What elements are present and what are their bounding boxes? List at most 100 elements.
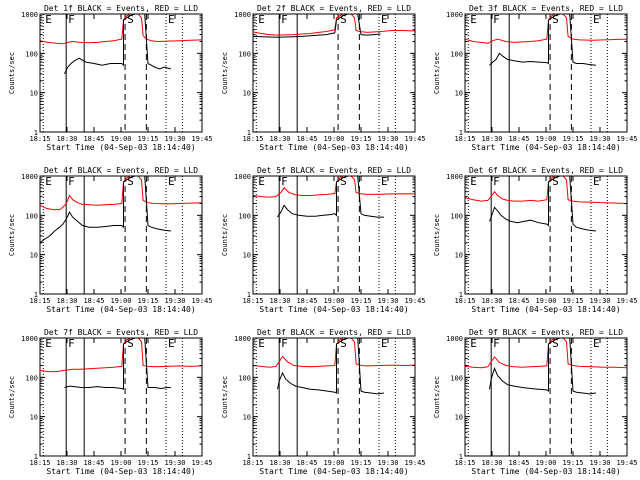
x-tick-label: 19:15 [137, 459, 158, 467]
series-lld-line [40, 14, 202, 45]
y-tick-label: 1000 [446, 173, 463, 181]
y-tick-label: 1 [459, 291, 463, 299]
x-tick-label: 18:30 [269, 297, 290, 305]
plot-frame [464, 13, 628, 133]
y-axis-label: Counts/sec [433, 214, 441, 256]
event-marker-label: E [168, 13, 175, 26]
x-tick-label: 19:45 [191, 459, 212, 467]
x-tick-label: 19:30 [589, 135, 610, 143]
y-axis-label: Counts/sec [221, 52, 229, 94]
x-tick-label: 18:15 [242, 135, 263, 143]
event-marker-label: E [470, 337, 477, 350]
x-axis-label: Start Time (04-Sep-03 18:14:40) [259, 467, 408, 476]
series-events-line [489, 338, 596, 395]
plot-frame [464, 337, 628, 457]
event-marker-label: E [45, 13, 52, 26]
x-tick-label: 19:45 [616, 297, 637, 305]
y-tick-label: 1 [247, 453, 251, 461]
x-tick-label: 18:15 [454, 459, 475, 467]
y-tick-label: 1000 [21, 173, 38, 181]
event-marker-label: E [593, 337, 600, 350]
x-tick-label: 18:15 [29, 135, 50, 143]
series-lld-line [253, 176, 415, 198]
series-lld-line [253, 338, 415, 368]
event-marker-label: S [552, 13, 559, 26]
x-tick-label: 18:30 [481, 459, 502, 467]
series-events-line [489, 14, 596, 66]
x-tick-label: 19:30 [164, 459, 185, 467]
panel-title: Det 8f BLACK = Events, RED = LLD [257, 328, 411, 337]
x-tick-label: 19:45 [404, 297, 425, 305]
y-tick-label: 1 [459, 129, 463, 137]
x-tick-label: 18:30 [56, 135, 77, 143]
y-axis-label: Counts/sec [433, 376, 441, 418]
y-tick-label: 1000 [234, 335, 251, 343]
x-tick-label: 19:15 [350, 135, 371, 143]
x-tick-label: 18:30 [56, 459, 77, 467]
x-tick-label: 19:00 [535, 459, 556, 467]
y-tick-label: 1 [34, 291, 38, 299]
y-axis-label: Counts/sec [221, 214, 229, 256]
x-tick-label: 19:15 [137, 135, 158, 143]
series-lld-line [465, 176, 627, 204]
x-tick-label: 18:15 [242, 459, 263, 467]
x-tick-label: 19:45 [404, 459, 425, 467]
event-marker-label: F [493, 337, 500, 350]
y-tick-label: 100 [450, 374, 463, 382]
x-tick-label: 19:15 [562, 297, 583, 305]
x-tick-label: 18:30 [269, 135, 290, 143]
y-tick-label: 10 [243, 252, 251, 260]
y-tick-label: 100 [450, 212, 463, 220]
series-events-line [277, 176, 384, 218]
x-tick-label: 18:30 [481, 135, 502, 143]
event-marker-label: S [127, 13, 134, 26]
x-axis-label: Start Time (04-Sep-03 18:14:40) [46, 467, 195, 476]
x-tick-label: 18:45 [508, 459, 529, 467]
y-tick-label: 1 [459, 453, 463, 461]
x-tick-label: 18:30 [269, 459, 290, 467]
series-events-line [64, 14, 172, 75]
x-tick-label: 19:15 [350, 297, 371, 305]
event-marker-label: F [281, 175, 288, 188]
x-tick-label: 19:00 [110, 297, 131, 305]
x-tick-label: 19:30 [377, 297, 398, 305]
event-marker-label: F [68, 337, 75, 350]
y-tick-label: 10 [30, 252, 38, 260]
event-marker-label: E [381, 337, 388, 350]
x-tick-label: 19:45 [616, 459, 637, 467]
panel-title: Det 9f BLACK = Events, RED = LLD [469, 328, 623, 337]
y-tick-label: 10 [455, 90, 463, 98]
event-marker-label: E [258, 175, 265, 188]
panel-title: Det 7f BLACK = Events, RED = LLD [44, 328, 198, 337]
event-marker-label: S [127, 337, 134, 350]
x-tick-label: 18:15 [29, 297, 50, 305]
x-tick-label: 19:00 [323, 459, 344, 467]
y-tick-label: 10 [455, 252, 463, 260]
y-tick-label: 100 [25, 212, 38, 220]
event-marker-label: E [470, 175, 477, 188]
x-tick-label: 19:45 [191, 297, 212, 305]
x-tick-label: 19:45 [191, 135, 212, 143]
x-tick-label: 19:30 [164, 297, 185, 305]
y-tick-label: 10 [30, 414, 38, 422]
x-tick-label: 19:15 [137, 297, 158, 305]
event-marker-label: E [593, 13, 600, 26]
x-axis-label: Start Time (04-Sep-03 18:14:40) [46, 143, 195, 152]
x-tick-label: 19:00 [535, 297, 556, 305]
y-tick-label: 1000 [446, 11, 463, 19]
event-marker-label: E [45, 337, 52, 350]
y-axis-label: Counts/sec [433, 52, 441, 94]
x-tick-label: 18:45 [508, 297, 529, 305]
series-events-line [64, 338, 171, 390]
x-tick-label: 18:15 [454, 297, 475, 305]
event-marker-label: F [68, 13, 75, 26]
series-events-line [253, 14, 381, 38]
event-marker-label: F [68, 175, 75, 188]
x-tick-label: 19:30 [589, 459, 610, 467]
series-events-line [277, 338, 384, 395]
x-tick-label: 18:45 [296, 297, 317, 305]
x-axis-label: Start Time (04-Sep-03 18:14:40) [471, 305, 620, 314]
event-marker-label: F [493, 175, 500, 188]
